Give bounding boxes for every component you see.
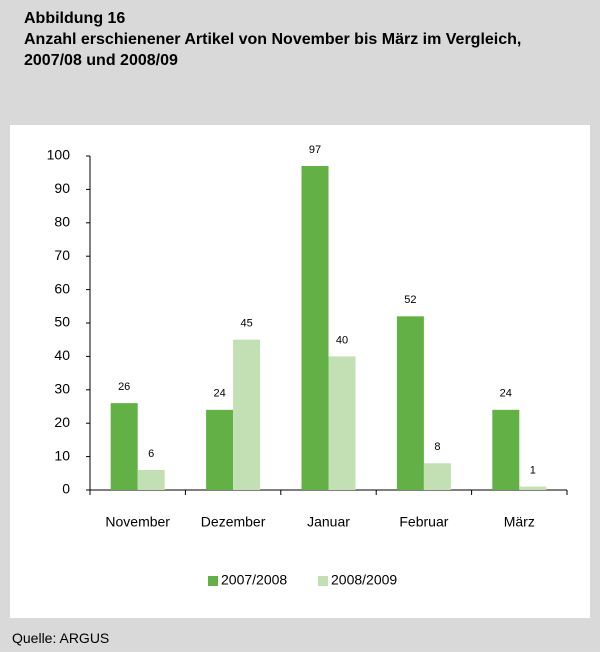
value-label: 6: [148, 448, 154, 460]
value-label: 1: [530, 465, 536, 477]
y-tick-label: 70: [54, 247, 70, 263]
y-tick-label: 10: [54, 447, 70, 463]
x-tick-label: Dezember: [201, 514, 266, 530]
chart-panel: [10, 125, 590, 618]
bar: [206, 409, 234, 490]
y-tick-label: 90: [54, 180, 70, 196]
bar: [396, 316, 424, 490]
value-label: 97: [309, 144, 321, 156]
value-label: 40: [336, 334, 348, 346]
y-tick-label: 100: [47, 147, 71, 163]
legend-swatch: [318, 576, 328, 586]
value-label: 24: [500, 388, 512, 400]
bar: [492, 409, 520, 490]
x-tick-label: März: [504, 514, 535, 530]
bar: [328, 356, 356, 490]
y-tick-label: 40: [54, 347, 70, 363]
y-tick-label: 0: [62, 481, 70, 497]
source: Quelle: ARGUS: [12, 630, 110, 646]
y-tick-label: 50: [54, 314, 70, 330]
legend-label: 2007/2008: [221, 572, 287, 588]
y-tick-label: 20: [54, 414, 70, 430]
bar: [137, 469, 165, 490]
value-label: 8: [434, 441, 440, 453]
header: Abbildung 16 Anzahl erschienener Artikel…: [24, 8, 564, 71]
chart-subtitle: Anzahl erschienener Artikel von November…: [24, 31, 522, 69]
bar: [423, 463, 451, 490]
value-label: 52: [404, 294, 416, 306]
y-tick-label: 60: [54, 280, 70, 296]
y-tick-label: 80: [54, 214, 70, 230]
chart-title: Abbildung 16: [24, 10, 126, 27]
value-label: 45: [240, 318, 252, 330]
value-label: 24: [213, 388, 225, 400]
bar: [110, 403, 138, 490]
bar: [233, 339, 261, 490]
value-label: 26: [118, 381, 130, 393]
bar: [301, 166, 329, 490]
x-tick-label: Februar: [399, 514, 448, 530]
x-tick-label: Januar: [307, 514, 350, 530]
y-tick-label: 30: [54, 381, 70, 397]
legend-swatch: [208, 576, 218, 586]
legend-label: 2008/2009: [331, 572, 397, 588]
x-tick-label: November: [105, 514, 170, 530]
bar: [519, 486, 547, 490]
